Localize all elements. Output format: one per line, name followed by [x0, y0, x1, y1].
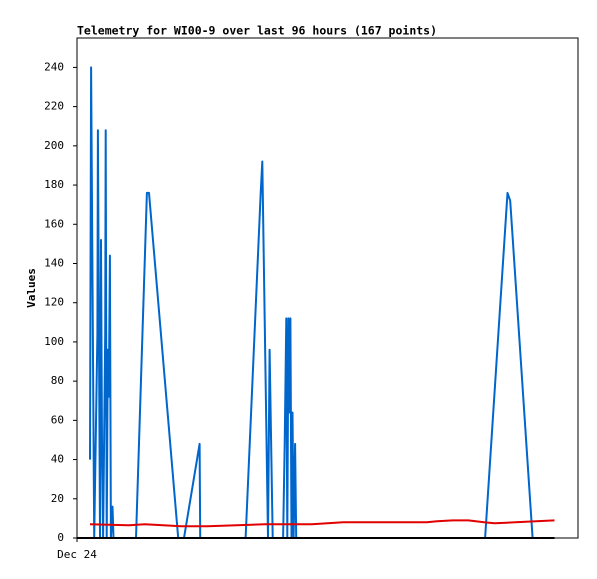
series-line	[89, 66, 534, 539]
y-tick-label: 140	[44, 256, 64, 269]
y-tick-label: 60	[51, 413, 64, 426]
y-tick-label: 40	[51, 453, 64, 466]
series-line	[89, 519, 555, 528]
y-tick-label: 20	[51, 492, 64, 505]
chart-title: Telemetry for WI00-9 over last 96 hours …	[77, 24, 437, 38]
y-tick-label: 220	[44, 100, 64, 113]
x-tick-label: Dec 24	[57, 548, 97, 561]
y-tick-label: 0	[57, 531, 64, 544]
y-tick-label: 100	[44, 335, 64, 348]
y-tick-label: 80	[51, 374, 64, 387]
y-tick-label: 120	[44, 296, 64, 309]
y-tick-label: 240	[44, 60, 64, 73]
y-tick-label: 200	[44, 139, 64, 152]
y-axis-label: Values	[25, 268, 38, 308]
y-tick-label: 180	[44, 178, 64, 191]
y-tick-label: 160	[44, 217, 64, 230]
